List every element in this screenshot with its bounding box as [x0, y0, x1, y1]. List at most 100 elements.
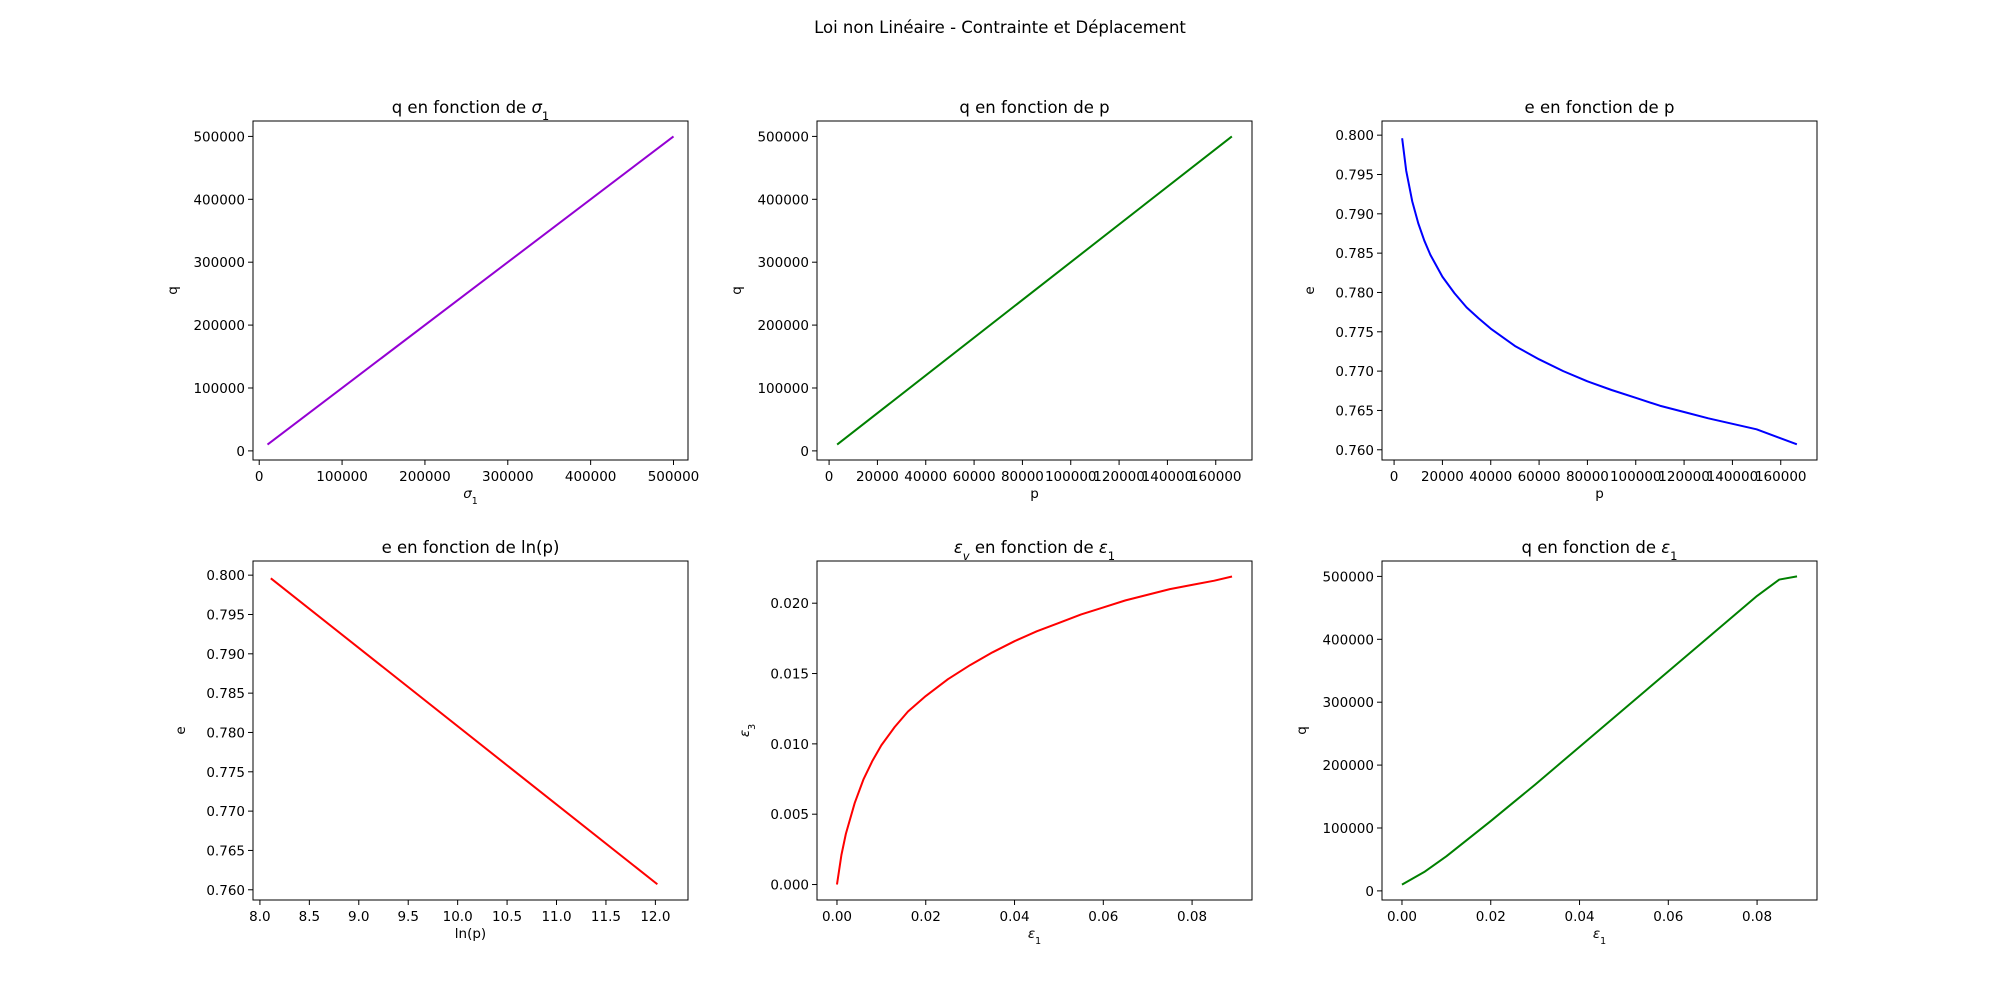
subplot-title: q en fonction de p [959, 98, 1109, 117]
y-tick-label: 0.770 [206, 804, 245, 820]
series-line [835, 575, 1233, 885]
x-tick-label: 0.04 [999, 909, 1029, 925]
y-tick-label: 300000 [193, 255, 245, 271]
x-axis-label: σ1 [463, 486, 478, 507]
x-tick-label: 0.00 [1387, 909, 1417, 925]
subplot-title: e en fonction de ln(p) [382, 538, 560, 557]
x-tick-label: 300000 [482, 469, 534, 485]
y-axis-label: e [1302, 286, 1318, 294]
subplot-title: q en fonction de σ1 [392, 98, 550, 123]
x-axis-label: p [1595, 486, 1604, 502]
x-tick-label: 0.06 [1653, 909, 1683, 925]
subplot-6: 0.00 0.02 0.04 0.06 0.08 0 100000 200000 300000 4… [1294, 538, 1818, 947]
x-tick-label: 200000 [399, 469, 451, 485]
y-tick-label: 0 [1365, 884, 1374, 900]
x-tick-label: 120000 [1093, 469, 1145, 485]
x-axis-label: ε1 [1028, 926, 1041, 947]
x-tick-label: 40000 [1469, 469, 1512, 485]
y-tick-label: 500000 [757, 129, 809, 145]
x-tick-label: 9.5 [397, 909, 418, 925]
y-tick-label: 100000 [193, 381, 245, 397]
y-axis-label: ε3 [737, 724, 758, 737]
y-tick-label: 500000 [193, 129, 245, 145]
x-tick-label: 11.5 [591, 909, 621, 925]
y-tick-label: 0.775 [1335, 325, 1374, 341]
x-tick-label: 0 [825, 469, 834, 485]
x-tick-label: 0.08 [1177, 909, 1207, 925]
y-axis-label: q [729, 286, 745, 295]
x-tick-label: 8.5 [299, 909, 320, 925]
y-axis-label: q [165, 286, 181, 295]
series-line [836, 135, 1233, 446]
y-tick-label: 0.780 [206, 725, 245, 741]
y-tick-label: 500000 [1322, 569, 1374, 585]
subplot-title: e en fonction de p [1525, 98, 1675, 117]
y-tick-label: 0.015 [770, 667, 809, 683]
subplot-grid: 0 100000 200000 300000 400000 500000010000020… [165, 98, 1818, 947]
x-tick-label: 11.0 [541, 909, 571, 925]
subplot-title: εv en fonction de ε1 [954, 538, 1115, 563]
x-tick-label: 160000 [1190, 469, 1242, 485]
y-tick-label: 0.765 [1335, 403, 1374, 419]
subplot-1: 0 100000 200000 300000 400000 500000 0 100000 20… [165, 98, 699, 507]
y-tick-label: 0.790 [206, 647, 245, 663]
y-tick-label: 0.005 [770, 807, 809, 823]
y-tick-label: 0.020 [770, 596, 809, 612]
y-tick-label: 0.765 [206, 843, 245, 859]
x-tick-label: 0.04 [1564, 909, 1594, 925]
x-tick-label: 10.0 [443, 909, 473, 925]
axes-frame [1381, 560, 1818, 901]
y-tick-label: 0.790 [1335, 207, 1374, 223]
y-tick-label: 0.010 [770, 737, 809, 753]
axes-frame [816, 560, 1253, 901]
x-axis-label: ε1 [1593, 926, 1606, 947]
x-tick-label: 160000 [1755, 469, 1807, 485]
y-tick-label: 0.795 [1335, 167, 1374, 183]
x-tick-label: 400000 [565, 469, 617, 485]
x-tick-label: 40000 [904, 469, 947, 485]
series-line [1401, 138, 1798, 446]
subplot-4: 8.0 8.5 9.0 9.5 10.0 10.5 11.0 11.5 12.0 0.760 0.7… [173, 538, 689, 942]
subplot-2: 0 20000 40000 60000 80000 1000001200001400001… [729, 98, 1253, 502]
y-tick-label: 0.780 [1335, 285, 1374, 301]
series-line [1401, 575, 1798, 886]
y-tick-label: 0.785 [206, 686, 245, 702]
y-axis-label: e [173, 726, 189, 734]
y-tick-label: 300000 [1322, 695, 1374, 711]
axes-frame [1381, 120, 1818, 461]
x-tick-label: 8.0 [249, 909, 270, 925]
series-line [270, 577, 658, 886]
y-tick-label: 100000 [757, 381, 809, 397]
y-tick-label: 400000 [757, 192, 809, 208]
subplot-title: q en fonction de ε1 [1521, 538, 1677, 563]
x-tick-label: 9.0 [348, 909, 369, 925]
x-tick-label: 20000 [856, 469, 899, 485]
y-tick-label: 400000 [1322, 632, 1374, 648]
y-tick-label: 200000 [1322, 758, 1374, 774]
subplot-3: 0 20000 40000 60000 80000 1000001200001400001… [1302, 98, 1818, 502]
y-tick-label: 400000 [193, 192, 245, 208]
x-tick-label: 0.02 [911, 909, 941, 925]
y-tick-label: 0.760 [1335, 443, 1374, 459]
x-tick-label: 60000 [953, 469, 996, 485]
x-tick-label: 80000 [1566, 469, 1609, 485]
x-tick-label: 0 [255, 469, 264, 485]
y-tick-label: 0.760 [206, 883, 245, 899]
series-line [266, 135, 675, 446]
y-tick-label: 0.795 [206, 607, 245, 623]
axes-frame [252, 120, 689, 461]
axes-frame [816, 120, 1253, 461]
x-tick-label: 0 [1390, 469, 1399, 485]
x-tick-label: 500000 [648, 469, 700, 485]
y-tick-label: 100000 [1322, 821, 1374, 837]
x-tick-label: 120000 [1658, 469, 1710, 485]
y-tick-label: 0.800 [1335, 128, 1374, 144]
x-tick-label: 100000 [316, 469, 368, 485]
x-tick-label: 60000 [1518, 469, 1561, 485]
y-tick-label: 0.775 [206, 765, 245, 781]
x-tick-label: 0.02 [1476, 909, 1506, 925]
x-tick-label: 80000 [1001, 469, 1044, 485]
x-tick-label: 0.06 [1088, 909, 1118, 925]
x-tick-label: 100000 [1045, 469, 1097, 485]
